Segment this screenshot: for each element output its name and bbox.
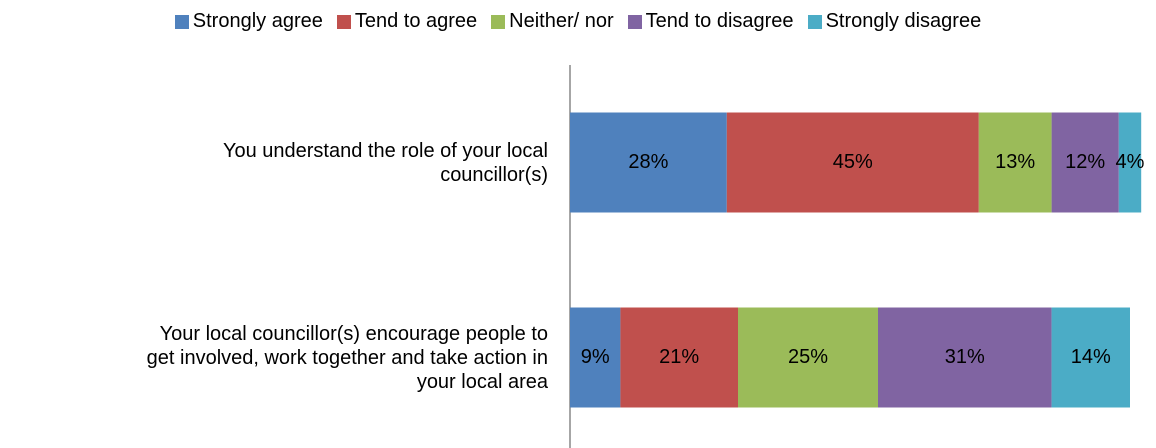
legend-swatch [627, 14, 642, 29]
data-label: 25% [788, 346, 828, 368]
legend-swatch [336, 14, 351, 29]
data-label: 21% [659, 346, 699, 368]
bar-segment [726, 112, 979, 213]
legend-item: Tend to agree [336, 10, 478, 33]
legend-item: Strongly disagree [807, 10, 982, 33]
legend-label: Strongly disagree [825, 10, 982, 32]
legend-item: Neither/ nor [491, 10, 614, 33]
legend-item: Tend to disagree [627, 10, 794, 33]
legend-item: Strongly agree [174, 10, 323, 33]
legend-label: Strongly agree [192, 10, 323, 32]
bar-segment [1118, 112, 1142, 213]
data-label: 4% [1116, 151, 1145, 173]
legend: Strongly agree Tend to agree Neither/ nor T… [0, 10, 1156, 33]
legend-swatch [807, 14, 822, 29]
data-label: 12% [1065, 151, 1105, 173]
bar-segment [1051, 307, 1130, 408]
legend-label: Tend to disagree [645, 10, 794, 32]
bar-segment [978, 112, 1052, 213]
bar-segment [738, 307, 878, 408]
legend-swatch [491, 14, 506, 29]
legend-swatch [174, 14, 189, 29]
bar-segment [570, 307, 621, 408]
data-label: 9% [581, 346, 610, 368]
data-label: 14% [1071, 346, 1111, 368]
bar-segment [620, 307, 738, 408]
bar-segment [570, 112, 727, 213]
legend-label: Neither/ nor [509, 10, 614, 32]
data-label: 45% [833, 151, 873, 173]
data-label: 13% [995, 151, 1035, 173]
category-label: Your local councillor(s) encourage peopl… [146, 322, 548, 393]
category-label: You understand the role of your local co… [222, 139, 548, 186]
data-label: 31% [945, 346, 985, 368]
legend-label: Tend to agree [354, 10, 478, 32]
bar-segment [878, 307, 1052, 408]
data-label: 28% [628, 151, 668, 173]
bar-segment [1051, 112, 1119, 213]
